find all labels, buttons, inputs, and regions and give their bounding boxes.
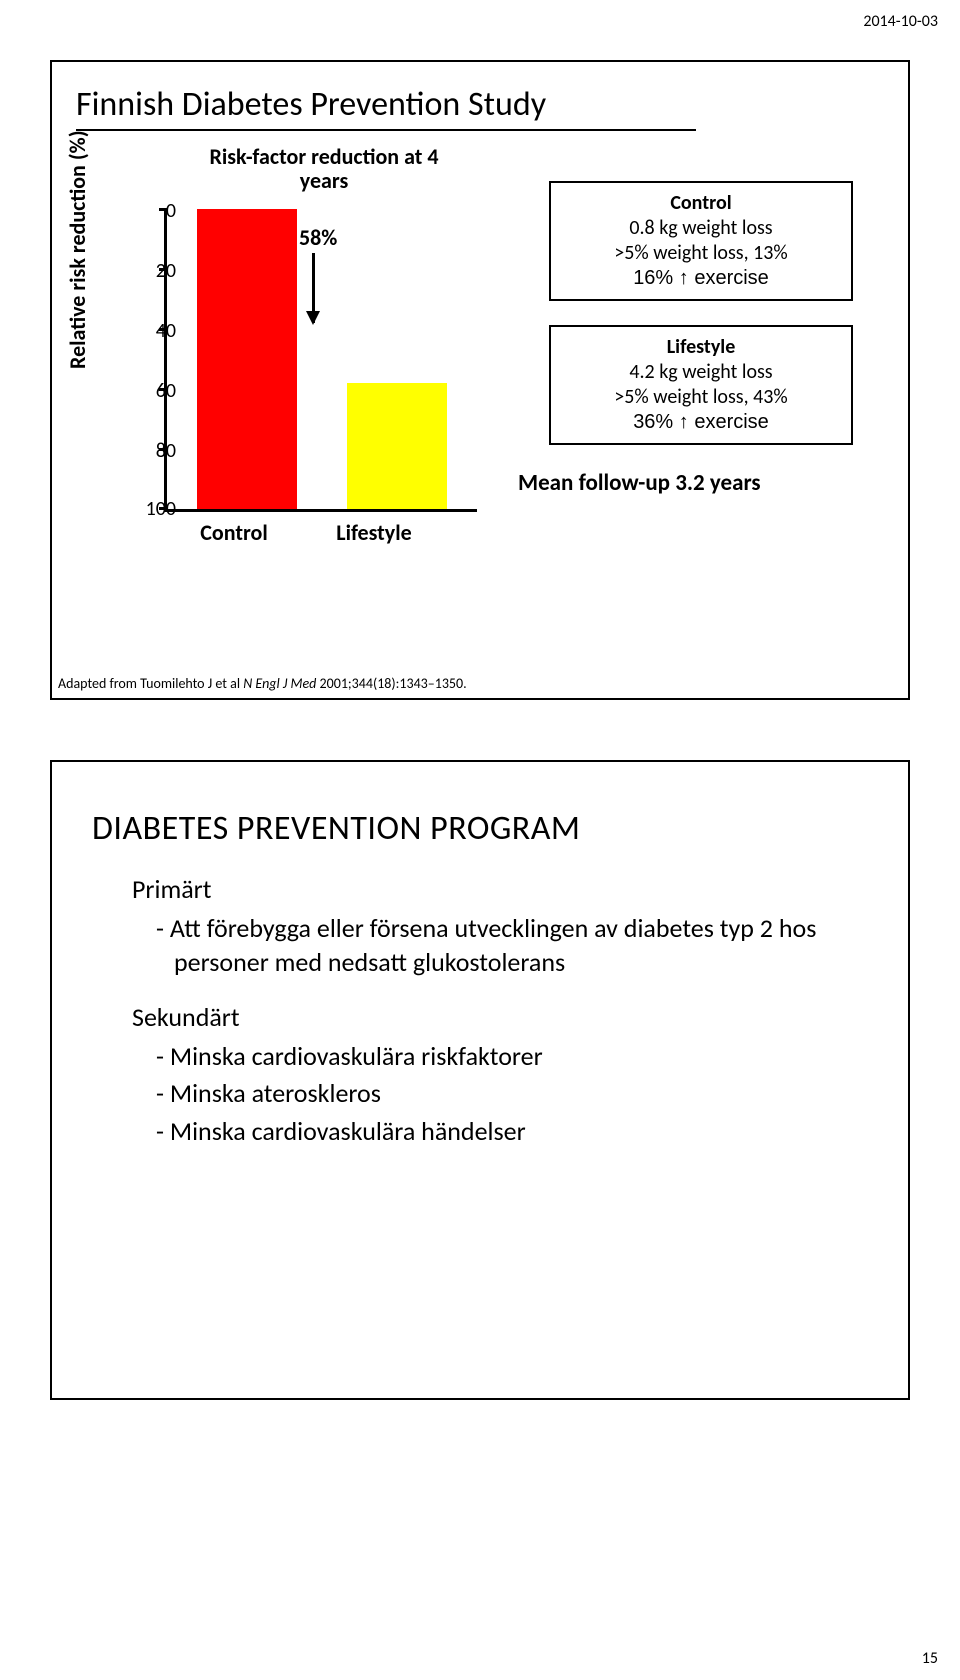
- lifestyle-box: Lifestyle 4.2 kg weight loss >5% weight …: [549, 325, 853, 445]
- lifestyle-box-title: Lifestyle: [561, 335, 841, 360]
- sek-bullet-3: Minska cardiovaskulära händelser: [156, 1115, 872, 1148]
- ytick-80: 80: [136, 439, 176, 463]
- lifestyle-box-l3: 36% ↑ exercise: [633, 411, 769, 433]
- ytick-40: 40: [136, 319, 176, 343]
- slide2-body: Primärt Att förebygga eller försena utve…: [132, 873, 872, 1148]
- mean-followup: Mean follow-up 3.2 years: [506, 469, 896, 497]
- ytick-100: 100: [136, 497, 176, 521]
- bar-chart: Risk-factor reduction at 4 years Relativ…: [84, 149, 494, 579]
- xlabel-control: Control: [169, 519, 299, 546]
- citation-ital: N Engl J Med: [243, 675, 316, 692]
- info-panel: Control 0.8 kg weight loss >5% weight lo…: [506, 181, 896, 497]
- control-box-title: Control: [561, 191, 841, 216]
- plot-area: [164, 209, 477, 512]
- bar-control: [197, 209, 297, 509]
- xlabel-lifestyle: Lifestyle: [309, 519, 439, 546]
- title-underline: [76, 129, 696, 131]
- lifestyle-box-l2: >5% weight loss, 43%: [614, 385, 787, 409]
- slide1-title: Finnish Diabetes Prevention Study: [76, 84, 884, 125]
- sekundart-heading: Sekundärt: [132, 1001, 872, 1034]
- citation: Adapted from Tuomilehto J et al N Engl J…: [58, 675, 467, 692]
- primart-bullet-1: Att förebygga eller försena utvecklingen…: [156, 912, 872, 979]
- citation-pre: Adapted from Tuomilehto J et al: [58, 675, 243, 692]
- slide-2: DIABETES PREVENTION PROGRAM Primärt Att …: [50, 760, 910, 1400]
- control-box-l3: 16% ↑ exercise: [633, 267, 769, 289]
- control-box-l1: 0.8 kg weight loss: [629, 216, 772, 240]
- header-date: 2014-10-03: [863, 12, 938, 31]
- chart-subtitle: Risk-factor reduction at 4 years: [194, 145, 454, 193]
- lifestyle-box-l1: 4.2 kg weight loss: [629, 360, 772, 384]
- sek-bullet-2: Minska ateroskleros: [156, 1077, 872, 1110]
- slide1-body: Risk-factor reduction at 4 years Relativ…: [76, 141, 884, 661]
- primart-heading: Primärt: [132, 873, 872, 906]
- control-box-l2: >5% weight loss, 13%: [614, 241, 787, 265]
- citation-post: 2001;344(18):1343–1350.: [316, 675, 466, 692]
- ytick-0: 0: [136, 199, 176, 223]
- slide2-title: DIABETES PREVENTION PROGRAM: [92, 808, 884, 849]
- page-number: 15: [922, 1649, 938, 1668]
- slide-1: Finnish Diabetes Prevention Study Risk-f…: [50, 60, 910, 700]
- ytick-20: 20: [136, 259, 176, 283]
- ytick-60: 60: [136, 379, 176, 403]
- sek-bullet-1: Minska cardiovaskulära riskfaktorer: [156, 1040, 872, 1073]
- control-box: Control 0.8 kg weight loss >5% weight lo…: [549, 181, 853, 301]
- bar-lifestyle: [347, 383, 447, 509]
- y-axis-label: Relative risk reduction (%): [64, 130, 91, 369]
